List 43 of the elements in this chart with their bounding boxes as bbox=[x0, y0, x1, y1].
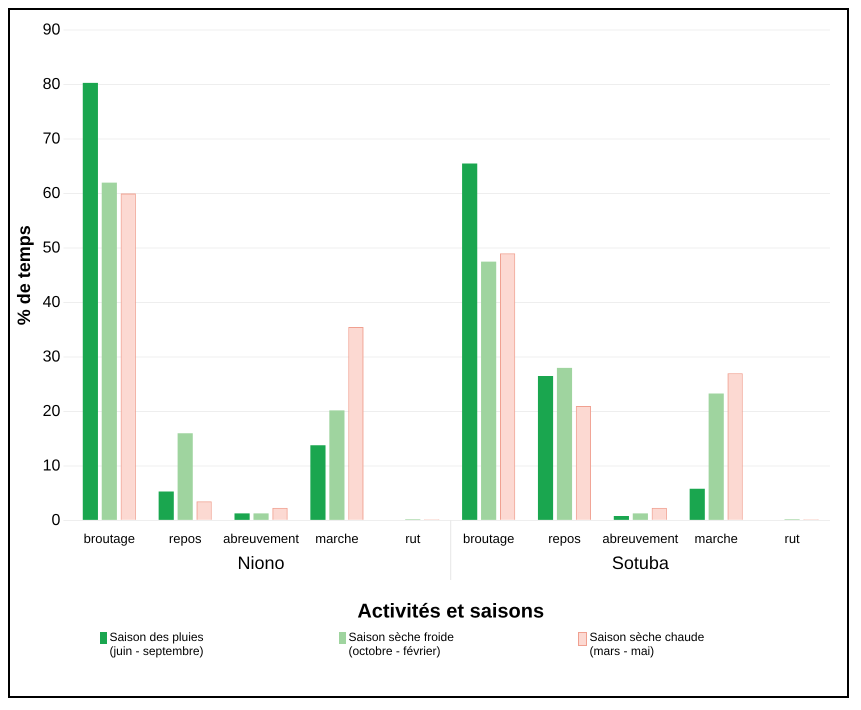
x-tick-label: abreuvement bbox=[602, 530, 679, 546]
bar bbox=[614, 516, 629, 520]
bar bbox=[556, 368, 572, 520]
bar bbox=[310, 445, 326, 520]
bar bbox=[632, 513, 648, 520]
bar bbox=[102, 182, 117, 520]
bar bbox=[82, 82, 98, 520]
x-tick-label: broutage bbox=[462, 530, 514, 546]
bar bbox=[234, 513, 250, 520]
x-tick-label: marche bbox=[694, 530, 738, 546]
bar bbox=[329, 410, 344, 520]
text: Niono bbox=[238, 552, 285, 573]
bar bbox=[253, 513, 269, 520]
bar bbox=[708, 393, 724, 520]
x-axis-title: Activités et saisons bbox=[357, 600, 544, 623]
y-tick-label: 50 bbox=[42, 239, 60, 256]
bar bbox=[178, 433, 193, 520]
x-tick-label: broutage bbox=[84, 530, 135, 546]
x-tick-label: abreuvement bbox=[223, 530, 300, 546]
bar bbox=[538, 376, 554, 520]
x-tick-label: marche bbox=[315, 530, 359, 546]
y-axis-title: % de temps bbox=[14, 225, 34, 326]
y-tick-label: 40 bbox=[42, 294, 60, 311]
y-tick-label: 0 bbox=[51, 512, 60, 529]
x-tick-label: repos bbox=[168, 530, 202, 546]
x-tick-label: rut bbox=[784, 530, 800, 546]
y-tick-label: 30 bbox=[42, 348, 60, 366]
x-tick-label: rut bbox=[405, 530, 421, 546]
legend-label: Saison sèche froide (octobre - février) bbox=[348, 630, 454, 658]
bar bbox=[158, 492, 174, 520]
legend-label: Saison des pluies (juin - septembre) bbox=[110, 630, 204, 658]
y-tick-label: 10 bbox=[42, 457, 60, 474]
text: Sotuba bbox=[612, 552, 670, 573]
legend-label: Saison sèche chaude (mars - mai) bbox=[590, 630, 704, 658]
y-tick-label: 20 bbox=[42, 402, 60, 420]
y-tick-label: 60 bbox=[42, 184, 60, 202]
y-tick-label: 70 bbox=[42, 130, 60, 148]
y-tick-label: 90 bbox=[42, 21, 60, 38]
y-tick-label: 80 bbox=[42, 76, 60, 93]
bar bbox=[481, 262, 496, 520]
bar bbox=[462, 164, 478, 520]
bar bbox=[690, 488, 705, 520]
x-tick-label: repos bbox=[548, 530, 582, 546]
